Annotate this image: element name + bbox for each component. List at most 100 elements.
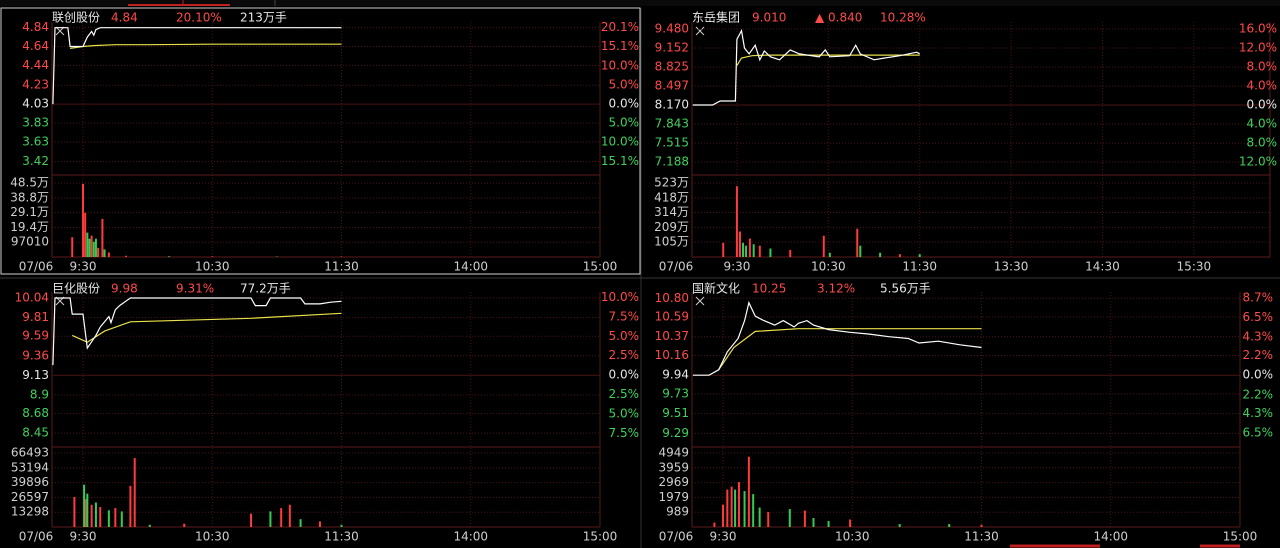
volume-bar (748, 238, 751, 257)
y2-tick-label: 12.0% (1239, 41, 1277, 55)
close-icon (55, 26, 65, 36)
volume-bar (340, 524, 343, 527)
volume-tick-label: 13298 (11, 505, 49, 519)
volume-bar (747, 456, 750, 527)
volume-bar (73, 496, 76, 527)
close-icon (695, 296, 705, 306)
header-name: 联创股份 (52, 11, 100, 25)
close-icon (695, 26, 705, 36)
volume-bar (299, 519, 302, 527)
x-tick-label: 9:30 (723, 260, 750, 274)
y2-tick-label: 15.1% (601, 39, 639, 53)
avg-line (718, 328, 982, 371)
y-tick-label: 3.42 (22, 154, 49, 168)
volume-bar (83, 484, 86, 527)
volume-bar (758, 507, 761, 527)
y-tick-label: 10.37 (655, 329, 689, 343)
tab-bar (0, 0, 1280, 6)
volume-bar (86, 232, 89, 257)
y-tick-label: 10.59 (655, 310, 689, 324)
y-tick-label: 3.83 (22, 115, 49, 129)
volume-bar (948, 524, 951, 527)
x-tick-label: 11:30 (324, 260, 359, 274)
volume-bar (735, 186, 738, 257)
volume-bar (114, 508, 117, 527)
y2-tick-label: 7.5% (609, 426, 640, 440)
volume-bar (803, 510, 806, 527)
volume-bar (90, 235, 93, 257)
volume-bar (97, 247, 100, 257)
volume-bar (738, 231, 741, 257)
y-tick-label: 4.64 (22, 39, 49, 53)
volume-tick-label: 209万 (654, 220, 689, 234)
volume-bar (120, 511, 123, 527)
date-label: 07/06 (659, 530, 694, 544)
y-tick-label: 9.36 (22, 348, 49, 362)
volume-bar (758, 245, 761, 257)
volume-bar (71, 237, 74, 257)
date-label: 07/06 (19, 260, 54, 274)
selected-pane-border (0, 7, 641, 275)
y2-tick-label: 4.3% (1243, 406, 1274, 420)
volume-tick-label: 39896 (11, 475, 49, 489)
header-change: ▲ 0.840 (815, 11, 862, 25)
y2-tick-label: 2.5% (609, 348, 640, 362)
volume-bar (789, 249, 792, 257)
price-line (52, 297, 342, 366)
y-tick-label: 4.03 (22, 97, 49, 111)
volume-bar (769, 248, 772, 257)
y2-tick-label: 6.5% (1243, 310, 1274, 324)
y-tick-label: 9.94 (662, 368, 689, 382)
volume-bar (107, 510, 110, 527)
y2-tick-label: 8.7% (1243, 290, 1274, 304)
volume-tick-label: 53194 (11, 460, 49, 474)
volume-bar (125, 255, 128, 257)
volume-bar (788, 509, 791, 527)
volume-tick-label: 26597 (11, 490, 49, 504)
volume-bar (737, 482, 740, 527)
volume-bar (743, 491, 746, 527)
y2-tick-label: 2.2% (1243, 348, 1274, 362)
x-tick-label: 14:00 (453, 260, 488, 274)
y2-tick-label: 10.0% (601, 135, 639, 149)
volume-bar (250, 513, 253, 527)
y-tick-label: 8.45 (22, 426, 49, 440)
volume-bar (898, 524, 901, 527)
x-tick-label: 10:30 (811, 260, 846, 274)
y2-tick-label: 5.0% (609, 406, 640, 420)
y2-tick-label: 0.0% (1247, 98, 1278, 112)
volume-bar (318, 521, 321, 527)
x-tick-label: 10:30 (195, 260, 230, 274)
x-tick-label: 9:30 (70, 530, 97, 544)
header-volume-total: 213万手 (240, 11, 287, 25)
header-price: 10.25 (752, 282, 786, 296)
volume-bar (713, 522, 716, 527)
x-tick-label: 15:00 (583, 530, 618, 544)
volume-tick-label: 1979 (658, 490, 689, 504)
y2-tick-label: 10.0% (601, 59, 639, 73)
volume-bar (288, 504, 291, 527)
volume-tick-label: 105万 (654, 235, 689, 249)
date-label: 07/06 (19, 530, 54, 544)
y-tick-label: 8.497 (655, 79, 689, 93)
volume-tick-label: 3959 (658, 460, 689, 474)
x-tick-label: 9:30 (70, 260, 97, 274)
date-label: 07/06 (659, 260, 694, 274)
volume-bar (90, 504, 93, 527)
header-price: 9.010 (752, 11, 786, 25)
volume-tick-label: 4949 (658, 445, 689, 459)
x-tick-label: 9:30 (710, 530, 737, 544)
volume-tick-label: 29.1万 (10, 205, 49, 219)
x-tick-label: 13:30 (994, 260, 1029, 274)
volume-bar (82, 183, 85, 257)
x-tick-label: 10:30 (835, 530, 870, 544)
volume-bar (183, 523, 186, 527)
y2-tick-label: 8.0% (1247, 136, 1278, 150)
volume-bar (980, 524, 983, 527)
volume-bar (734, 489, 737, 527)
volume-bar (148, 524, 151, 527)
y2-tick-label: 2.5% (609, 387, 640, 401)
volume-bar (742, 242, 745, 257)
